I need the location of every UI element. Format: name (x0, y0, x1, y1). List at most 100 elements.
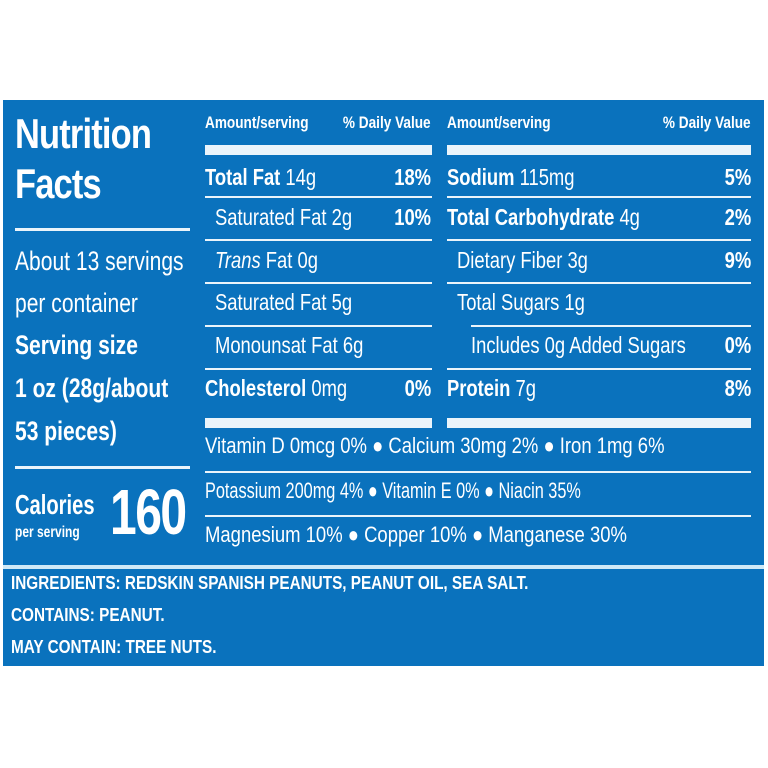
micronutrient-line-2: Potassium 200mg 4% ● Vitamin E 0% ● Niac… (205, 478, 713, 504)
row-divider (447, 368, 751, 370)
nutrient-amount: 7g (515, 375, 536, 401)
calories-sublabel: per serving (15, 524, 101, 542)
micro-divider (205, 515, 751, 517)
serving-size-label: Serving size (15, 330, 173, 361)
left-col-dv-header: % Daily Value (321, 113, 431, 133)
row-divider (205, 239, 432, 241)
servings-divider (15, 466, 190, 469)
nutrient-name: Includes 0g Added Sugars (471, 332, 686, 358)
calories-label-text: Calories (15, 489, 95, 520)
nutrient-name: Trans (215, 247, 261, 273)
row-divider (205, 368, 432, 370)
contains-label: CONTAINS: (11, 605, 95, 625)
title-text-1: Nutrition (15, 110, 152, 157)
row-protein: Protein 7g (447, 375, 558, 402)
serving-size-text-1: 1 oz (28g/about (15, 373, 169, 403)
micro-divider (205, 471, 751, 473)
row-divider-indented (471, 325, 751, 327)
ingredients-separator (3, 565, 764, 569)
dv-value: 8% (724, 375, 751, 401)
nutrient-name: Cholesterol (205, 375, 307, 401)
dv-saturated-fat: 10% (385, 204, 431, 231)
row-divider (447, 196, 751, 198)
nutrient-amount: 5g (331, 289, 353, 315)
right-dv-header-text: % Daily Value (663, 113, 751, 132)
serving-size-value-2: 53 pieces) (15, 416, 146, 447)
nutrient-name: Sodium (447, 164, 515, 190)
row-saturated-fat: Saturated Fat 2g (215, 204, 386, 231)
right-amount-header-text: Amount/serving (447, 113, 551, 132)
serving-size-text-2: 53 pieces) (15, 416, 117, 446)
micronutrient-line-3: Magnesium 10% ● Copper 10% ● Manganese 3… (205, 522, 707, 548)
row-divider (205, 325, 432, 327)
nutrient-name: Saturated Fat (215, 289, 327, 315)
dv-value: 18% (394, 164, 431, 190)
ingredients-label: INGREDIENTS: (11, 573, 121, 593)
serving-size-value-1: 1 oz (28g/about (15, 373, 212, 404)
dv-value: 10% (394, 204, 431, 230)
contains-line: CONTAINS: PEANUT. (11, 605, 192, 626)
dv-total-carbohydrate: 2% (718, 204, 751, 231)
nutrient-amount: 2g (331, 204, 353, 230)
calories-sublabel-text: per serving (15, 524, 80, 541)
contains-text: PEANUT. (99, 605, 165, 625)
row-divider (447, 239, 751, 241)
nutrient-name: Protein (447, 375, 511, 401)
right-col-amount-header: Amount/serving (447, 113, 576, 133)
dv-value: 2% (724, 204, 751, 230)
row-divider (205, 282, 432, 284)
micronutrient-text: Potassium 200mg 4% ● Vitamin E 0% ● Niac… (205, 478, 581, 503)
nutrient-amount: 4g (619, 204, 640, 230)
nutrient-name: Dietary Fiber (457, 247, 563, 273)
row-saturated-fat-2: Saturated Fat 5g (215, 289, 386, 316)
row-total-carbohydrate: Total Carbohydrate 4g (447, 204, 688, 231)
right-thick-bar-bottom (447, 418, 751, 428)
nutrient-name: Total Fat (205, 164, 281, 190)
right-thick-bar-top (447, 145, 751, 155)
nutrient-amount: 14g (285, 164, 317, 190)
left-col-amount-header: Amount/serving (205, 113, 334, 133)
servings-line-2: per container (15, 288, 173, 319)
row-cholesterol: Cholesterol 0mg (205, 375, 383, 402)
dv-protein: 8% (718, 375, 751, 402)
nutrient-amount: 0g (297, 247, 318, 273)
servings-text-2: per container (15, 288, 138, 318)
nutrient-name: Monounsat Fat (215, 332, 338, 358)
nutrient-amount: 1g (564, 289, 585, 315)
serving-size-label-text: Serving size (15, 330, 138, 360)
dv-value: 0% (404, 375, 431, 401)
may-contain-line: MAY CONTAIN: TREE NUTS. (11, 637, 253, 658)
calories-value-text: 160 (110, 476, 187, 548)
row-sodium: Sodium 115mg (447, 164, 606, 191)
left-thick-bar-bottom (205, 418, 432, 428)
nutrient-amount: 0mg (311, 375, 348, 401)
left-amount-header-text: Amount/serving (205, 113, 309, 132)
left-dv-header-text: % Daily Value (343, 113, 431, 132)
dv-value: 9% (724, 247, 751, 273)
title-line-1: Nutrition (15, 110, 181, 158)
nutrient-name: Saturated Fat (215, 204, 327, 230)
nutrient-name: Total Carbohydrate (447, 204, 615, 230)
row-monounsat-fat: Monounsat Fat 6g (215, 332, 400, 359)
left-thick-bar-top (205, 145, 432, 155)
dv-total-fat: 18% (385, 164, 431, 191)
row-trans-fat: Trans Fat 0g (215, 247, 344, 274)
may-contain-label: MAY CONTAIN: (11, 637, 122, 657)
right-col-dv-header: % Daily Value (641, 113, 751, 133)
servings-line-1: About 13 servings (15, 246, 231, 277)
calories-value: 160 (110, 475, 211, 549)
dv-cholesterol: 0% (398, 375, 431, 402)
dv-added-sugars: 0% (718, 332, 751, 359)
title-text-2: Facts (15, 160, 102, 207)
ingredients-line: INGREDIENTS: REDSKIN SPANISH PEANUTS, PE… (11, 573, 620, 594)
row-total-sugars: Total Sugars 1g (457, 289, 617, 316)
nutrient-name-suffix: Fat (265, 247, 293, 273)
row-divider (205, 196, 432, 198)
nutrient-name: Total Sugars (457, 289, 560, 315)
nutrition-facts-panel: Nutrition Facts About 13 servings per co… (3, 100, 764, 666)
dv-value: 0% (724, 332, 751, 358)
row-added-sugars: Includes 0g Added Sugars (471, 332, 740, 359)
nutrient-amount: 6g (342, 332, 364, 358)
micronutrient-text: Magnesium 10% ● Copper 10% ● Manganese 3… (205, 522, 627, 547)
row-total-fat: Total Fat 14g (205, 164, 344, 191)
